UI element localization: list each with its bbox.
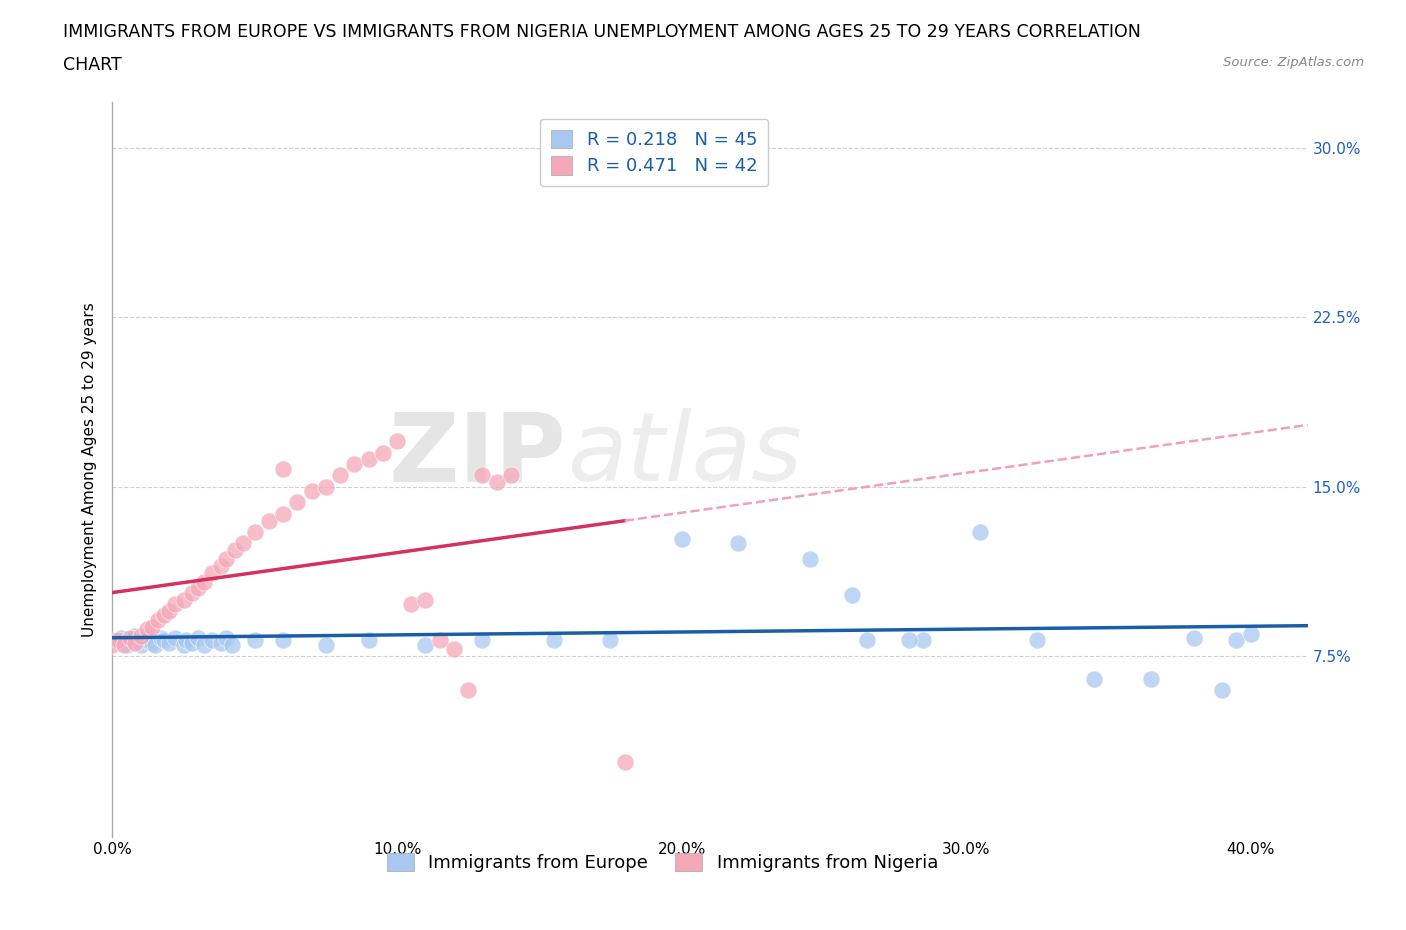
Point	[357, 633, 380, 648]
Point	[118, 631, 141, 645]
Point	[221, 637, 243, 652]
Point	[898, 633, 921, 648]
Point	[471, 633, 494, 648]
Point	[315, 637, 337, 652]
Point	[101, 637, 124, 652]
Point	[157, 604, 180, 618]
Point	[209, 558, 232, 573]
Point	[124, 629, 146, 644]
Point	[143, 637, 166, 652]
Point	[173, 592, 195, 607]
Point	[443, 642, 465, 657]
Point	[215, 631, 238, 645]
Point	[243, 525, 266, 539]
Point	[343, 457, 366, 472]
Point	[187, 631, 209, 645]
Point	[165, 597, 187, 612]
Text: atlas: atlas	[567, 408, 801, 501]
Point	[315, 479, 337, 494]
Point	[329, 468, 352, 483]
Point	[912, 633, 935, 648]
Point	[112, 637, 135, 652]
Point	[201, 633, 224, 648]
Point	[176, 633, 198, 648]
Point	[173, 637, 195, 652]
Point	[149, 631, 172, 645]
Point	[599, 633, 621, 648]
Point	[357, 452, 380, 467]
Text: IMMIGRANTS FROM EUROPE VS IMMIGRANTS FROM NIGERIA UNEMPLOYMENT AMONG AGES 25 TO : IMMIGRANTS FROM EUROPE VS IMMIGRANTS FRO…	[63, 23, 1142, 41]
Point	[1182, 631, 1205, 645]
Point	[107, 633, 129, 648]
Point	[415, 637, 437, 652]
Point	[485, 474, 508, 489]
Point	[101, 633, 124, 648]
Point	[457, 683, 479, 698]
Point	[187, 581, 209, 596]
Text: CHART: CHART	[63, 56, 122, 73]
Point	[415, 592, 437, 607]
Point	[1225, 633, 1247, 648]
Point	[1211, 683, 1233, 698]
Point	[152, 633, 174, 648]
Point	[429, 633, 451, 648]
Point	[471, 468, 494, 483]
Legend: Immigrants from Europe, Immigrants from Nigeria: Immigrants from Europe, Immigrants from …	[380, 845, 945, 880]
Point	[799, 551, 821, 566]
Point	[181, 635, 204, 650]
Point	[110, 631, 132, 645]
Point	[727, 536, 749, 551]
Point	[1026, 633, 1049, 648]
Point	[271, 506, 294, 521]
Point	[115, 637, 138, 652]
Point	[1240, 626, 1263, 641]
Point	[232, 536, 254, 551]
Point	[152, 608, 174, 623]
Point	[124, 635, 146, 650]
Point	[135, 633, 157, 648]
Point	[215, 551, 238, 566]
Point	[271, 461, 294, 476]
Point	[257, 513, 280, 528]
Point	[1140, 671, 1163, 686]
Point	[146, 613, 169, 628]
Point	[121, 633, 143, 648]
Point	[165, 631, 187, 645]
Point	[209, 635, 232, 650]
Point	[499, 468, 522, 483]
Point	[671, 531, 693, 546]
Point	[969, 525, 991, 539]
Point	[193, 637, 215, 652]
Point	[141, 619, 163, 634]
Point	[613, 755, 636, 770]
Point	[301, 484, 323, 498]
Point	[193, 574, 215, 589]
Point	[243, 633, 266, 648]
Point	[543, 633, 565, 648]
Point	[181, 585, 204, 600]
Y-axis label: Unemployment Among Ages 25 to 29 years: Unemployment Among Ages 25 to 29 years	[82, 302, 97, 637]
Text: Source: ZipAtlas.com: Source: ZipAtlas.com	[1223, 56, 1364, 69]
Point	[401, 597, 423, 612]
Point	[371, 445, 394, 460]
Point	[224, 542, 246, 557]
Point	[287, 495, 309, 510]
Point	[385, 434, 408, 449]
Point	[141, 635, 163, 650]
Point	[271, 633, 294, 648]
Text: ZIP: ZIP	[388, 408, 567, 501]
Point	[855, 633, 877, 648]
Point	[201, 565, 224, 580]
Point	[129, 629, 152, 644]
Point	[1083, 671, 1105, 686]
Point	[129, 637, 152, 652]
Point	[841, 588, 863, 603]
Point	[135, 621, 157, 636]
Point	[157, 635, 180, 650]
